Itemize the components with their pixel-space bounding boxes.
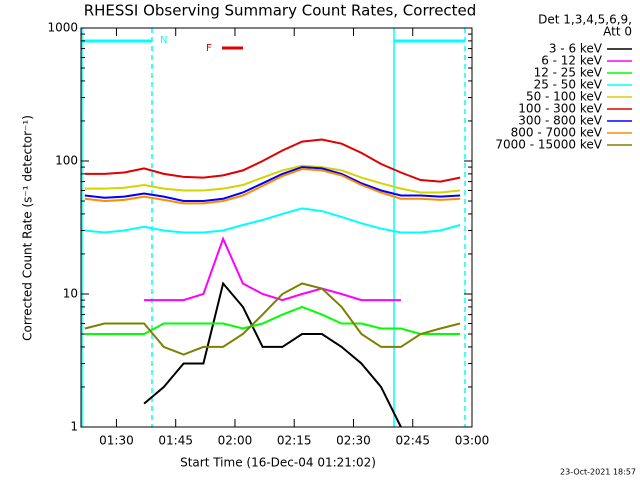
legend-label: 3 - 6 keV <box>549 42 603 56</box>
legend-label: 12 - 25 keV <box>534 66 603 80</box>
series-line <box>84 282 461 356</box>
legend-label: 7000 - 15000 keV <box>495 138 602 152</box>
y-tick-label: 10 <box>63 287 78 301</box>
legend-label: 300 - 800 keV <box>518 114 602 128</box>
annotation: N <box>160 35 167 46</box>
x-tick-label: 02:45 <box>395 434 430 448</box>
plot-frame <box>80 27 473 428</box>
legend-label: 25 - 50 keV <box>534 78 603 92</box>
x-tick-label: 02:15 <box>277 434 312 448</box>
series-line <box>84 207 461 234</box>
legend-label: 800 - 7000 keV <box>511 126 603 140</box>
series-line <box>84 138 461 183</box>
x-tick-label: 01:45 <box>158 434 193 448</box>
x-tick-label: 01:30 <box>99 434 134 448</box>
annotation: F <box>206 43 212 54</box>
y-tick-label: 100 <box>55 154 78 168</box>
y-tick-label: 1 <box>70 420 78 434</box>
x-axis-label: Start Time (16-Dec-04 01:21:02) <box>180 456 376 470</box>
legend-label: 100 - 300 keV <box>518 102 602 116</box>
chart-title: RHESSI Observing Summary Count Rates, Co… <box>84 2 477 20</box>
footer: 23-Oct-2021 18:57 <box>560 468 636 477</box>
legend-title: Att 0 <box>603 25 632 39</box>
series-line <box>84 166 461 202</box>
y-axis-label: Corrected Count Rate (s⁻¹ detector⁻¹) <box>21 115 35 341</box>
legend-label: 50 - 100 keV <box>526 90 603 104</box>
legend-title: Det 1,3,4,5,6,9, <box>538 13 632 27</box>
series-line <box>144 236 401 302</box>
series-line <box>84 167 461 205</box>
x-tick-label: 03:00 <box>455 434 490 448</box>
x-tick-label: 02:00 <box>218 434 253 448</box>
legend-label: 6 - 12 keV <box>541 54 603 68</box>
series-line <box>84 305 461 335</box>
x-tick-label: 02:30 <box>336 434 371 448</box>
series-line <box>143 281 402 428</box>
y-tick-label: 1000 <box>47 21 78 35</box>
series-line <box>84 164 461 194</box>
